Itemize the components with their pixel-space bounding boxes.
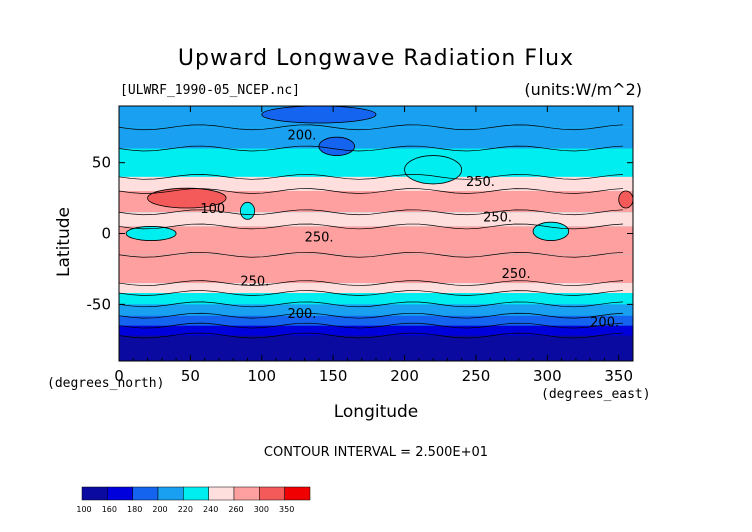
- data-feature: [318, 136, 355, 156]
- contour-line: [118, 188, 624, 194]
- colorbar-swatch: [259, 486, 285, 501]
- data-feature: [532, 221, 570, 241]
- contour-line: [118, 145, 624, 152]
- data-band: [119, 148, 633, 177]
- data-band: [119, 304, 633, 316]
- contour-label: 250.: [240, 274, 269, 289]
- colorbar-swatch: [284, 486, 311, 501]
- data-band: [119, 293, 633, 305]
- chart-title: Upward Longwave Radiation Flux: [177, 46, 575, 71]
- colorbar-swatch: [81, 486, 108, 501]
- contour-line: [118, 301, 624, 308]
- contour-line: [118, 290, 624, 296]
- data-feature: [618, 190, 634, 209]
- units-label: (units:W/m^2): [524, 80, 642, 99]
- colorbar-label: 180: [127, 505, 142, 514]
- contour-line: [118, 223, 624, 230]
- data-feature: [261, 105, 377, 124]
- data-feature: [239, 201, 256, 220]
- colorbar-label: 260: [228, 505, 243, 514]
- x-unit-label: (degrees_east): [541, 387, 651, 402]
- colorbar-label: 160: [102, 505, 117, 514]
- data-band: [119, 127, 633, 149]
- colorbar-swatch: [208, 486, 235, 501]
- colorbar-label: 220: [178, 505, 193, 514]
- y-tick-label: 50: [92, 154, 111, 172]
- contour-label: 100: [200, 202, 225, 217]
- contour-line: [118, 332, 624, 339]
- data-band: [119, 315, 633, 326]
- data-feature: [147, 187, 227, 209]
- contour-line: [118, 174, 624, 180]
- x-axis-label: Longitude: [333, 402, 419, 422]
- data-feature: [404, 155, 463, 185]
- source-file-label: [ULWRF_1990-05_NCEP.nc]: [120, 83, 301, 98]
- x-tick-label: 100: [247, 367, 276, 385]
- colorbar-label: 300: [254, 505, 269, 514]
- colorbar-label: 100: [76, 505, 91, 514]
- contour-line: [118, 322, 624, 329]
- x-tick-label: 300: [533, 367, 562, 385]
- contour-interval-label: CONTOUR INTERVAL = 2.500E+01: [263, 445, 489, 460]
- x-tick-label: 150: [319, 367, 348, 385]
- contour-label: 200.: [287, 307, 316, 322]
- y-unit-label: (degrees_north): [47, 376, 165, 391]
- y-tick-label: -50: [87, 295, 112, 313]
- colorbar-label: 240: [203, 505, 218, 514]
- contour-line: [118, 209, 624, 216]
- colorbar-swatch: [107, 486, 133, 501]
- contour-label: 250.: [466, 175, 495, 190]
- contour-line: [118, 124, 624, 131]
- data-band: [119, 325, 633, 336]
- x-tick-label: 200: [390, 367, 419, 385]
- colorbar-swatch: [183, 486, 209, 501]
- colorbar-swatch: [157, 486, 184, 501]
- data-band: [119, 335, 633, 361]
- x-tick-label: 250: [462, 367, 491, 385]
- contour-label: 200.: [287, 128, 316, 143]
- colorbar-label: 350: [279, 505, 294, 514]
- x-tick-label: 350: [604, 367, 633, 385]
- contour-line: [118, 280, 624, 286]
- contour-line: [118, 312, 624, 319]
- data-band: [119, 283, 633, 293]
- x-tick-label: 50: [181, 367, 200, 385]
- contour-line: [118, 251, 624, 258]
- contour-label: 250.: [483, 211, 512, 226]
- colorbar-swatch: [132, 486, 159, 501]
- contour-label: 250.: [502, 267, 531, 282]
- x-tick-label: 0: [114, 367, 124, 385]
- contour-label: 200.: [590, 315, 619, 330]
- colorbar-label: 200: [152, 505, 167, 514]
- data-feature: [125, 226, 177, 241]
- contour-label: 250.: [305, 230, 334, 245]
- data-band: [119, 254, 633, 284]
- y-tick-label: 0: [101, 225, 111, 243]
- data-band: [119, 106, 633, 128]
- colorbar-swatch: [233, 486, 260, 501]
- data-band: [119, 176, 633, 191]
